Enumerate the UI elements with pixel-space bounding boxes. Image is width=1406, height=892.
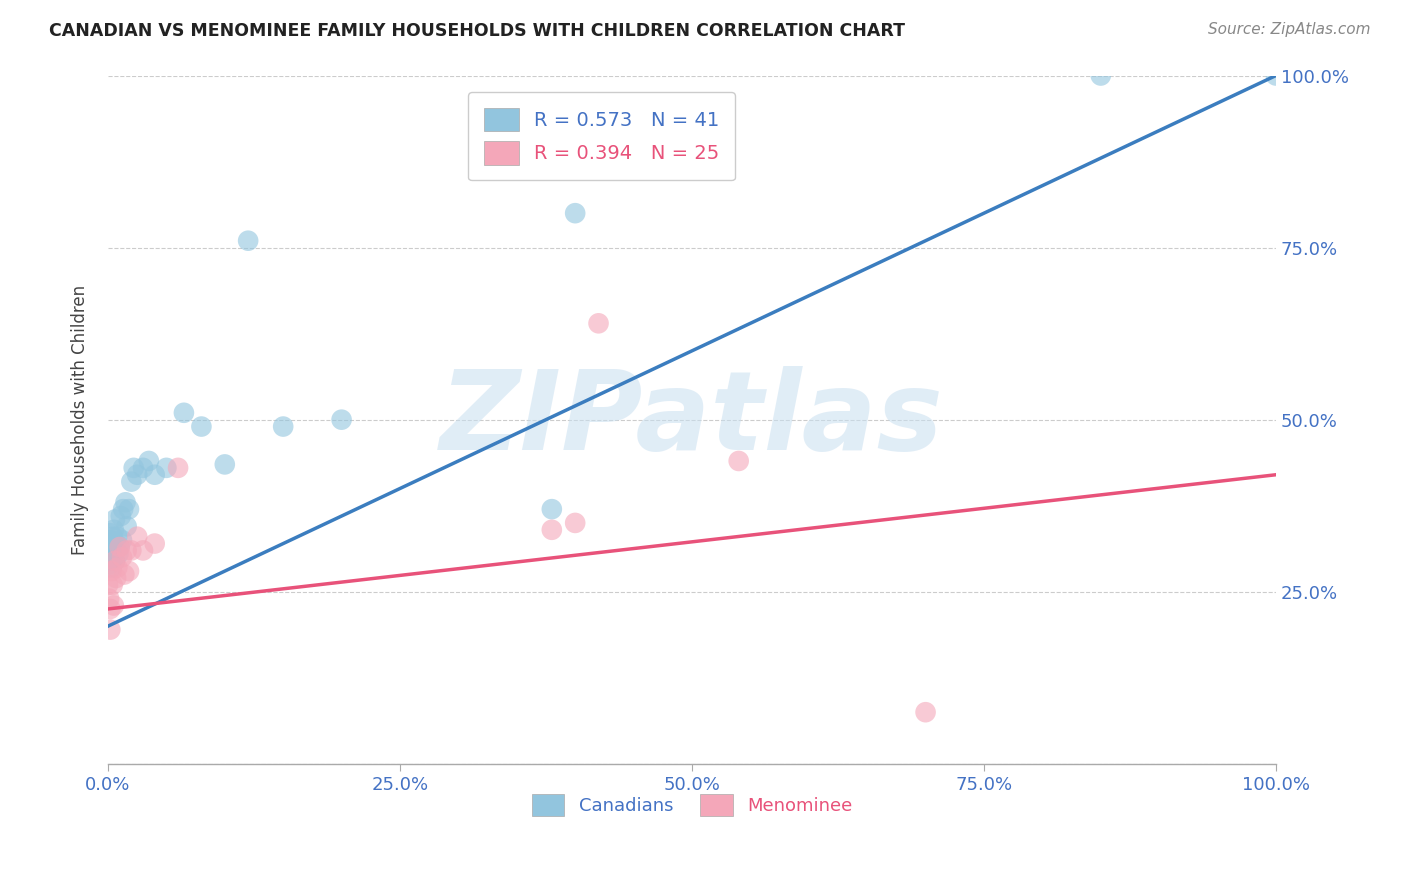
Canadians (98, 533, 121, 548)
Canadians (107, 547, 129, 561)
Canadians (97, 543, 120, 558)
Canadians (105, 536, 128, 550)
Menominee (103, 599, 125, 613)
Canadians (271, 419, 294, 434)
Canadians (138, 454, 160, 468)
Canadians (114, 495, 136, 509)
Menominee (101, 578, 124, 592)
Canadians (1265, 69, 1288, 83)
Canadians (98, 550, 121, 565)
Canadians (111, 533, 134, 548)
Legend: Canadians, Menominee: Canadians, Menominee (524, 787, 859, 823)
Canadians (103, 543, 125, 558)
Canadians (120, 475, 142, 489)
Canadians (330, 412, 353, 426)
Menominee (727, 454, 749, 468)
Canadians (118, 502, 141, 516)
Canadians (104, 554, 127, 568)
Canadians (173, 406, 195, 420)
Menominee (143, 536, 166, 550)
Canadians (112, 502, 135, 516)
Canadians (214, 458, 236, 472)
Canadians (127, 467, 149, 482)
Canadians (132, 460, 155, 475)
Menominee (105, 571, 128, 585)
Menominee (564, 516, 586, 530)
Menominee (97, 578, 120, 592)
Menominee (167, 460, 190, 475)
Menominee (588, 316, 610, 330)
Y-axis label: Family Households with Children: Family Households with Children (72, 285, 89, 555)
Canadians (143, 467, 166, 482)
Canadians (104, 512, 127, 526)
Canadians (98, 526, 121, 541)
Menominee (111, 550, 134, 565)
Menominee (115, 543, 138, 558)
Menominee (98, 623, 121, 637)
Canadians (155, 460, 177, 475)
Canadians (564, 206, 586, 220)
Menominee (914, 705, 936, 719)
Menominee (540, 523, 562, 537)
Canadians (105, 530, 128, 544)
Menominee (108, 540, 131, 554)
Menominee (98, 591, 121, 606)
Text: ZIPatlas: ZIPatlas (440, 367, 943, 473)
Canadians (1090, 69, 1112, 83)
Menominee (98, 602, 121, 616)
Text: Source: ZipAtlas.com: Source: ZipAtlas.com (1208, 22, 1371, 37)
Menominee (112, 567, 135, 582)
Canadians (101, 530, 124, 544)
Canadians (101, 554, 124, 568)
Menominee (105, 560, 128, 574)
Canadians (100, 540, 122, 554)
Canadians (103, 523, 125, 537)
Canadians (108, 540, 131, 554)
Canadians (122, 460, 145, 475)
Canadians (115, 519, 138, 533)
Canadians (100, 560, 122, 574)
Menominee (118, 564, 141, 578)
Text: CANADIAN VS MENOMINEE FAMILY HOUSEHOLDS WITH CHILDREN CORRELATION CHART: CANADIAN VS MENOMINEE FAMILY HOUSEHOLDS … (49, 22, 905, 40)
Canadians (110, 509, 132, 524)
Menominee (127, 530, 149, 544)
Canadians (98, 558, 121, 572)
Menominee (120, 543, 142, 558)
Canadians (236, 234, 259, 248)
Menominee (104, 554, 127, 568)
Canadians (190, 419, 212, 434)
Canadians (98, 536, 121, 550)
Menominee (100, 564, 122, 578)
Canadians (540, 502, 562, 516)
Menominee (132, 543, 155, 558)
